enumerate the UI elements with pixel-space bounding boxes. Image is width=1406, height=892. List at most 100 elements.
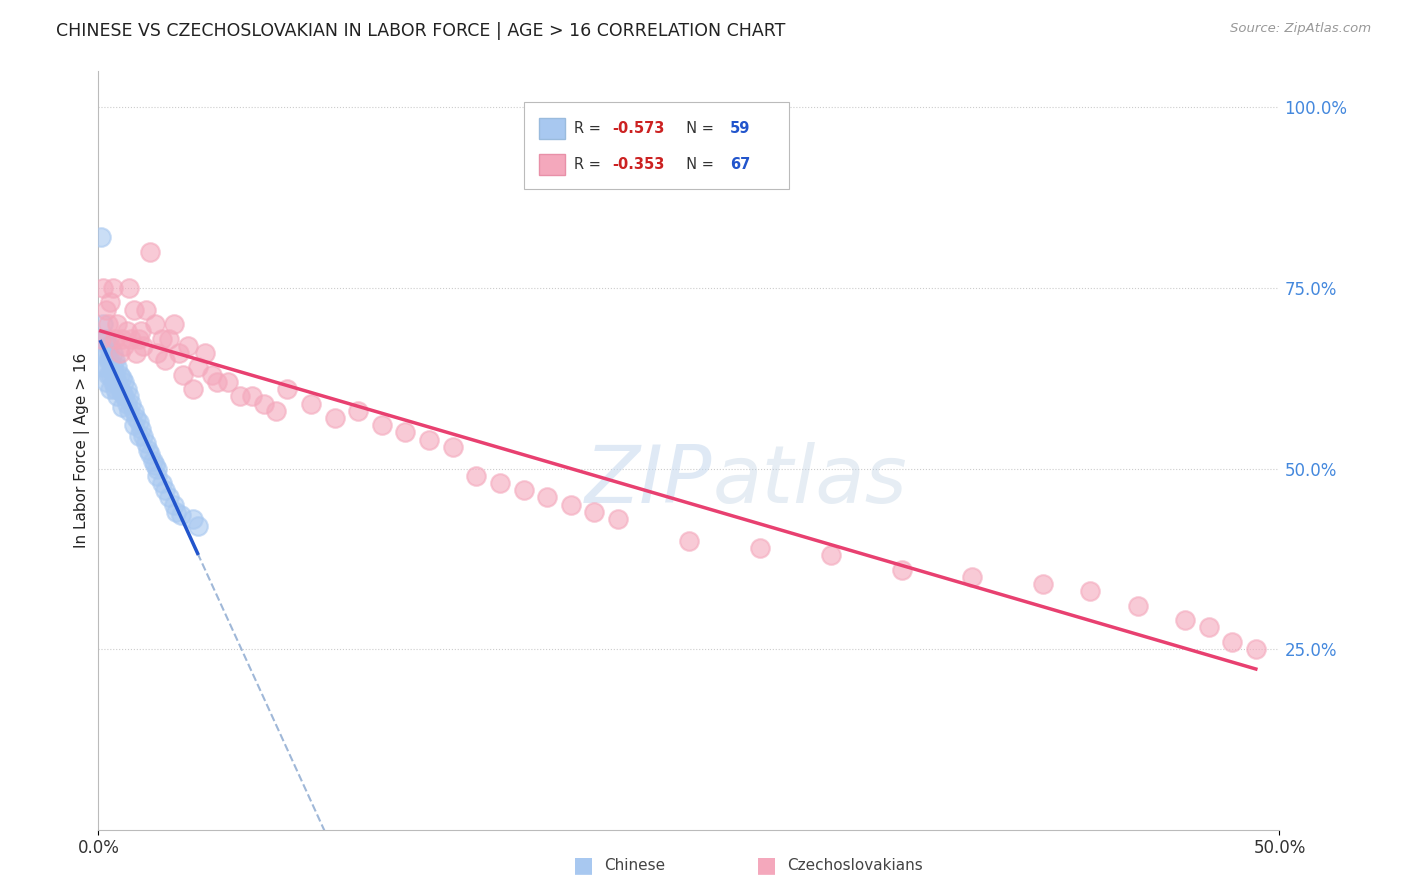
Point [153,483,176,498]
Point [97,353,120,368]
Point [465,468,488,483]
Point [94,360,117,375]
Point [1032,577,1054,591]
Point [132,339,155,353]
Point [678,533,700,548]
Point [157,491,180,505]
Point [512,483,534,498]
Text: 67: 67 [730,157,751,172]
FancyBboxPatch shape [523,102,789,189]
Point [104,382,127,396]
Point [97,368,120,382]
Text: ZIP: ZIP [585,442,713,520]
Point [167,346,190,360]
Text: Chinese: Chinese [605,858,665,872]
Text: ■: ■ [756,855,776,875]
Point [229,389,252,403]
Text: Czechoslovakians: Czechoslovakians [787,858,924,872]
Point [108,346,131,360]
Point [150,475,173,490]
Point [111,400,134,414]
Point [91,360,114,375]
Point [347,403,370,417]
Point [139,447,162,461]
Point [111,371,134,385]
Point [139,244,162,259]
Point [136,443,159,458]
Point [187,519,209,533]
Point [135,302,157,317]
Point [962,570,984,584]
Point [172,368,194,382]
Point [111,385,134,400]
Text: -0.353: -0.353 [612,157,665,172]
Text: 59: 59 [730,120,751,136]
Point [170,508,193,523]
Point [1126,599,1149,613]
Point [115,382,138,396]
Text: R =: R = [575,157,606,172]
Point [91,317,114,331]
Y-axis label: In Labor Force | Age > 16: In Labor Force | Age > 16 [75,353,90,548]
Point [1244,642,1267,657]
Text: -0.573: -0.573 [612,120,665,136]
Point [253,396,276,410]
Point [122,403,145,417]
Text: R =: R = [575,120,606,136]
Point [1220,635,1243,649]
Point [105,360,128,375]
Point [104,368,127,382]
Point [276,382,298,396]
Point [112,339,135,353]
Point [181,512,204,526]
Text: N =: N = [678,157,718,172]
Point [101,375,124,389]
Point [90,332,112,346]
Point [536,491,558,505]
Point [104,332,127,346]
Bar [538,118,565,139]
Point [97,339,120,353]
Point [98,353,121,368]
Point [217,375,239,389]
Point [150,332,173,346]
Point [105,375,128,389]
Point [98,368,121,382]
Point [323,411,346,425]
Point [105,389,128,403]
Point [104,353,127,368]
Point [101,360,124,375]
Point [560,498,582,512]
Point [101,346,124,360]
Point [121,396,143,410]
Point [201,368,224,382]
Point [177,339,200,353]
Point [194,346,217,360]
Point [129,324,152,338]
Point [94,346,117,360]
Point [146,468,169,483]
Text: ■: ■ [574,855,593,875]
Point [142,454,165,468]
Point [128,429,150,443]
Point [299,396,322,410]
Point [146,346,169,360]
Point [108,382,131,396]
Point [153,353,176,368]
Point [98,339,121,353]
Text: Source: ZipAtlas.com: Source: ZipAtlas.com [1230,22,1371,36]
Point [157,332,180,346]
Point [101,281,124,295]
Point [205,375,228,389]
Point [489,475,512,490]
Point [115,396,138,410]
Point [187,360,209,375]
Point [1174,613,1197,627]
Point [115,324,138,338]
Point [143,317,166,331]
Point [94,375,117,389]
Point [118,281,141,295]
Point [143,458,166,472]
Point [163,498,186,512]
Point [122,418,145,433]
